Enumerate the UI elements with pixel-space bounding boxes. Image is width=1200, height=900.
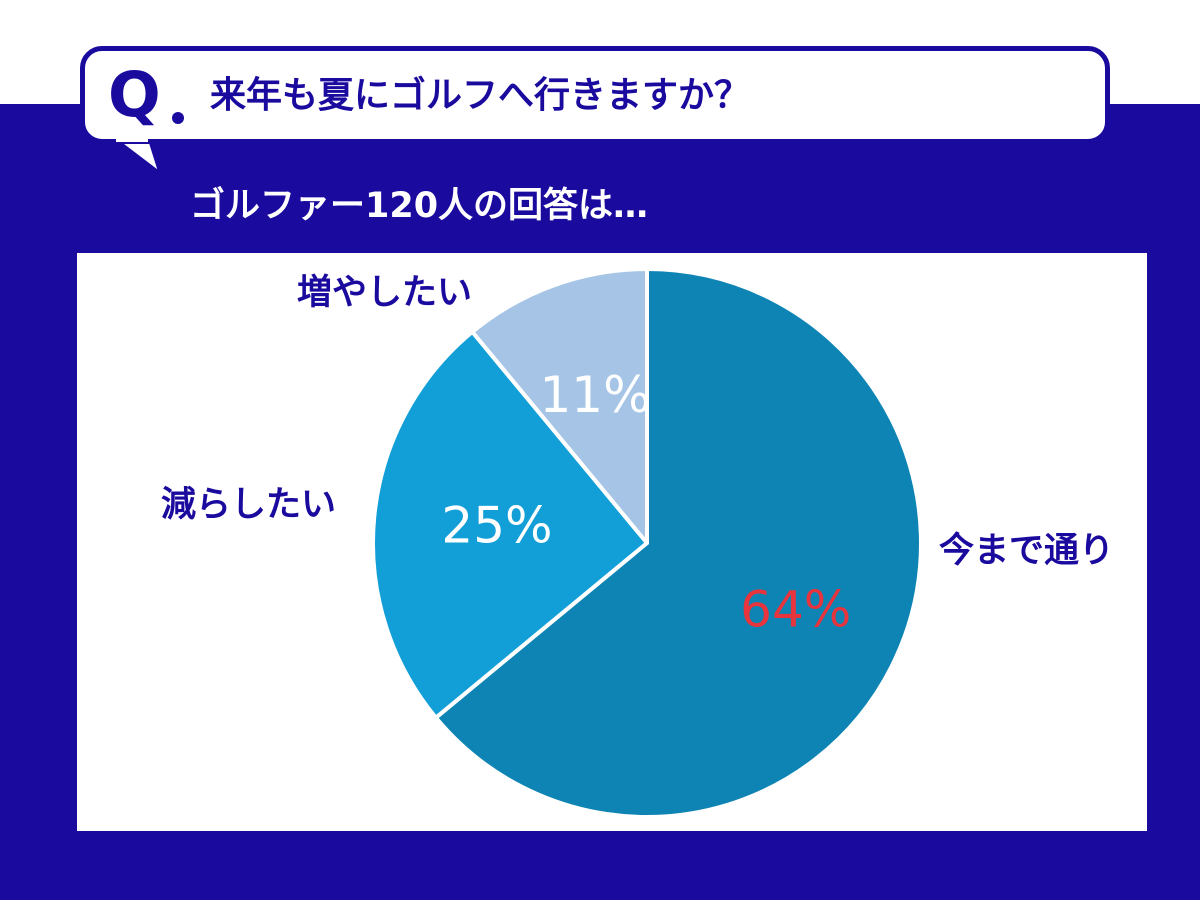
subtitle-text: ゴルファー120人の回答は… — [190, 186, 649, 226]
value-label-increase: 11% — [539, 366, 650, 424]
q-dot — [172, 112, 184, 124]
slice-increase — [470, 267, 649, 545]
slice-label-decrease: 減らしたい — [161, 485, 337, 525]
slice-label-current: 今まで通り — [939, 531, 1115, 571]
chart-panel: 64% 25% 11% 今まで通り 減らしたい 増やしたい — [77, 253, 1147, 831]
pie-chart: 64% 25% 11% — [371, 267, 923, 819]
speech-bubble — [80, 46, 1110, 144]
slice-decrease — [371, 329, 649, 720]
value-label-current: 64% — [740, 580, 851, 638]
question-text: 来年も夏にゴルフへ行きますか？ — [210, 75, 751, 116]
value-label-decrease: 25% — [441, 496, 552, 554]
q-mark: Q — [108, 58, 161, 131]
slice-label-increase: 増やしたい — [297, 273, 473, 313]
slice-current — [433, 267, 923, 819]
